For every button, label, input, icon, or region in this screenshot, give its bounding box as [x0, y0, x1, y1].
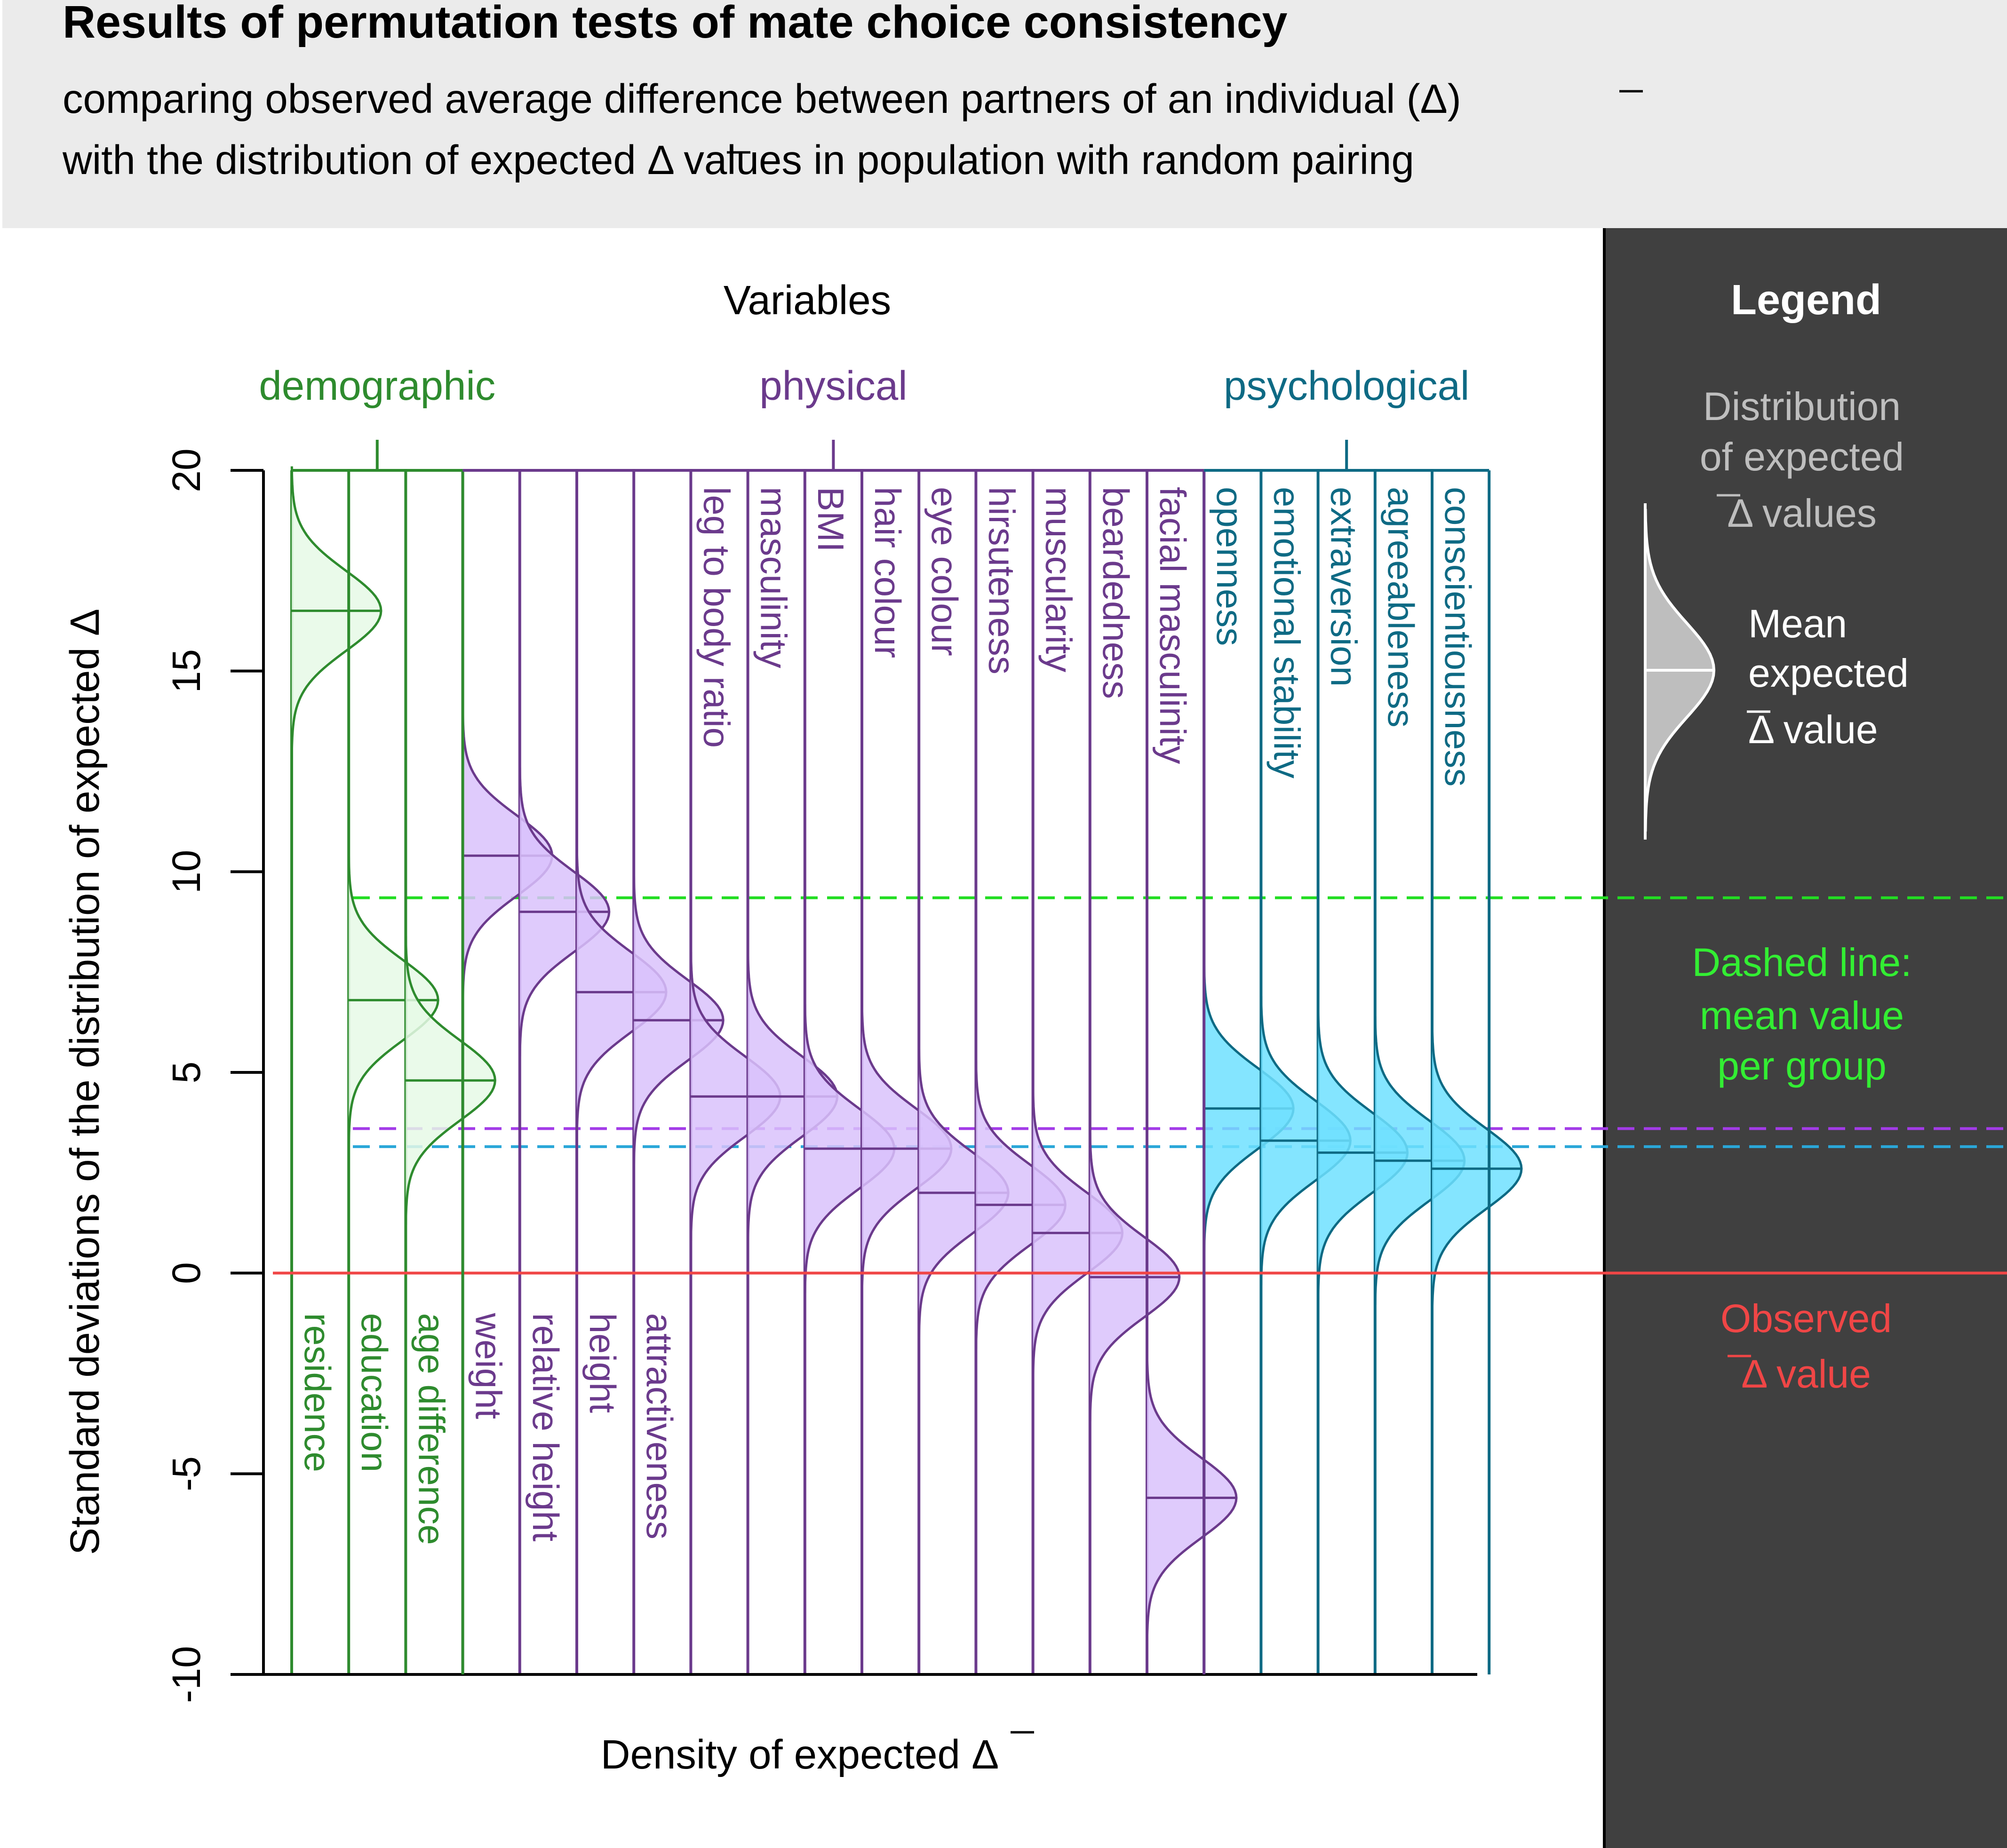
group-label-demographic: demographic [259, 363, 495, 409]
legend-observed-line-2: Δ value [1741, 1352, 1871, 1396]
header-variables: Variables [724, 278, 891, 323]
legend-distribution-line-3: Δ values [1727, 491, 1877, 535]
legend-observed-line-1: Observed [1720, 1296, 1892, 1340]
y-axis: 20 15 10 5 0 -5 -10 [164, 448, 1477, 1703]
variable-label-facial-masculinity: facial masculinity [1152, 487, 1194, 764]
variable-label-age-difference: age difference [411, 1313, 452, 1545]
group-label-physical: physical [759, 363, 907, 409]
chart-subtitle-line-1: comparing observed average difference be… [63, 76, 1461, 122]
variable-label-education: education [354, 1313, 395, 1472]
y-tick-label: -10 [164, 1646, 208, 1703]
legend-panel [1605, 228, 2007, 1848]
header-band [2, 0, 2007, 228]
legend-mean-line-1: Mean [1748, 602, 1847, 646]
variable-label-attractiveness: attractiveness [639, 1313, 680, 1539]
legend-mean-line-3: Δ value [1748, 707, 1878, 752]
variable-label-beardedness: beardedness [1095, 487, 1137, 699]
y-tick-label: 5 [164, 1062, 208, 1084]
variable-label-residence: residence [297, 1313, 338, 1472]
group-labels: demographic physical psychological [259, 363, 1491, 1674]
y-axis-title: Standard deviations of the distribution … [62, 609, 108, 1555]
variable-label-openness: openness [1209, 487, 1250, 646]
legend-dashed-line-2: mean value [1700, 993, 1904, 1038]
variable-label-height: height [582, 1313, 623, 1413]
variable-label-weight: weight [468, 1313, 510, 1420]
variable-label-agreeableness: agreeableness [1380, 487, 1422, 728]
y-tick-label: 0 [164, 1262, 208, 1284]
y-tick-label: -5 [164, 1456, 208, 1491]
legend-dashed-line-1: Dashed line: [1692, 940, 1912, 984]
variable-label-eye-colour: eye colour [924, 487, 965, 656]
legend-distribution-line-1: Distribution [1703, 384, 1901, 428]
variable-label-masculinity: masculinity [753, 487, 795, 668]
y-tick-label: 20 [164, 448, 208, 492]
variable-label-hirsuteness: hirsuteness [981, 487, 1022, 674]
variable-label-relative-height: relative height [525, 1313, 566, 1542]
legend-title: Legend [1731, 277, 1881, 324]
variable-label-conscientiousness: conscientiousness [1437, 487, 1479, 786]
chart-title: Results of permutation tests of mate cho… [63, 0, 1288, 48]
group-mean-dashed-lines [353, 896, 2007, 1148]
variable-label-leg-to-body-ratio: leg to body ratio [696, 487, 737, 748]
x-axis-title: Density of expected Δ [601, 1732, 999, 1777]
variable-label-bmi: BMI [810, 487, 852, 552]
delta-overbars [727, 90, 1770, 1734]
chart-subtitle-line-2: with the distribution of expected Δ valu… [62, 137, 1414, 183]
variable-label-emotional-stability: emotional stability [1266, 487, 1307, 778]
y-tick-label: 10 [164, 850, 208, 894]
legend-distribution-line-2: of expected [1700, 435, 1904, 479]
variable-label-muscularity: muscularity [1038, 487, 1080, 672]
legend-dashed-line-3: per group [1717, 1044, 1887, 1088]
y-tick-label: 15 [164, 649, 208, 693]
ridgeline-plot: residence education age difference weight re… [290, 466, 1523, 1674]
group-label-psychological: psychological [1224, 363, 1469, 409]
variable-label-extraversion: extraversion [1323, 487, 1365, 687]
variable-label-hair-colour: hair colour [867, 487, 908, 658]
legend-mean-line-2: expected [1748, 651, 1909, 695]
